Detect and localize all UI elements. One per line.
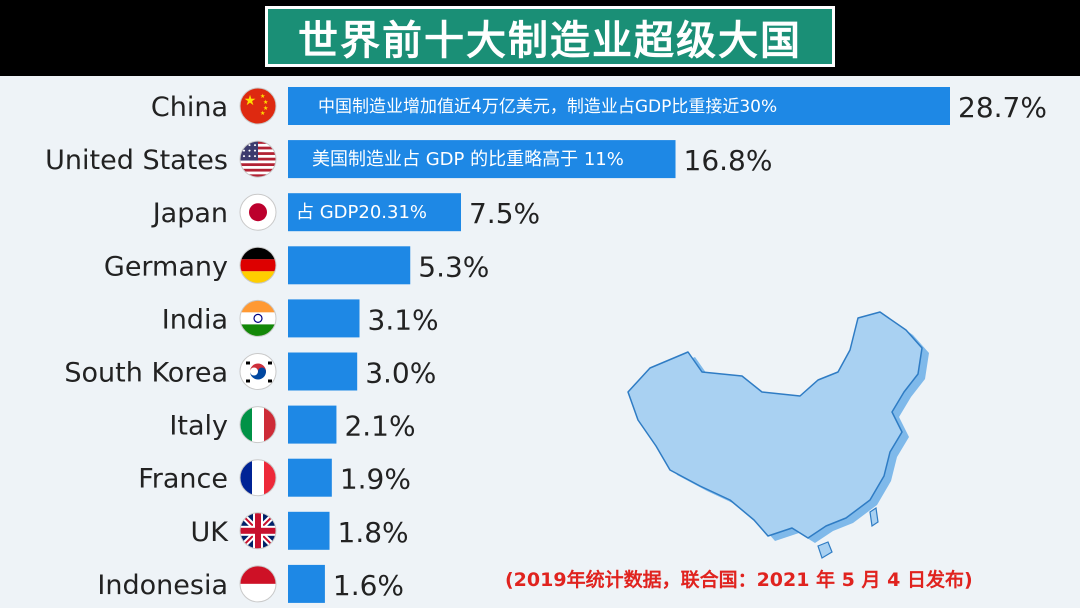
value-label: 7.5% [469, 197, 540, 230]
france-flag-icon [239, 459, 277, 497]
chart-row: India 3.1% [162, 299, 439, 338]
value-label: 16.8% [684, 144, 773, 177]
indonesia-flag-icon [239, 565, 277, 603]
usa-flag-icon [239, 140, 277, 178]
japan-flag-icon [239, 193, 277, 231]
svg-text:★: ★ [244, 93, 257, 109]
bar [288, 511, 330, 550]
bar [288, 193, 461, 232]
svg-text:★: ★ [260, 93, 265, 100]
category-label: China [151, 92, 228, 123]
category-label: France [138, 464, 228, 495]
germany-flag-icon [239, 246, 277, 284]
category-label: UK [191, 517, 230, 548]
chart-row: Indonesia 1.6% [97, 564, 404, 603]
category-label: United States [45, 145, 228, 176]
bar [288, 140, 676, 179]
bar [288, 246, 411, 285]
value-label: 2.1% [344, 410, 415, 443]
bar-annotation: 美国制造业占 GDP 的比重略高于 11% [312, 149, 624, 170]
title-bar: 世界前十大制造业超级大国 [0, 0, 1080, 76]
bar [288, 405, 337, 444]
bar [288, 299, 360, 338]
south-korea-flag-icon [239, 353, 277, 390]
value-label: 5.3% [418, 250, 489, 283]
bar-annotation: 中国制造业增加值近4万亿美元，制造业占GDP比重接近30% [318, 97, 777, 117]
category-label: India [162, 304, 228, 335]
china-flag-icon: ★ ★★★★ [239, 87, 277, 125]
italy-flag-icon [239, 406, 277, 444]
value-label: 1.8% [338, 516, 409, 549]
value-label: 3.0% [365, 357, 436, 390]
chart-row: UK 1.8% [191, 511, 409, 550]
page-title: 世界前十大制造业超级大国 [298, 17, 802, 64]
india-flag-icon [239, 299, 277, 337]
source-note: (2019年统计数据，联合国：2021 年 5 月 4 日发布) [505, 569, 973, 591]
chart-row: China ★ ★★★★ 中国制造业增加值近4万亿美元，制造业占GDP比重接近30% 2… [151, 87, 1047, 125]
value-label: 1.6% [333, 569, 404, 602]
chart-row: United States 美国制造业占 GDP 的比重略高于 11% 16.8% [45, 140, 773, 179]
value-label: 3.1% [368, 303, 439, 336]
value-label: 28.7% [958, 91, 1047, 124]
title-box: 世界前十大制造业超级大国 [265, 6, 835, 67]
svg-text:★: ★ [260, 110, 265, 117]
chart-row: Japan 占 GDP20.31% 7.5% [151, 193, 540, 232]
china-map-icon [627, 311, 929, 559]
chart-row: South Korea 3.0% [64, 352, 436, 391]
chart-row: Germany 5.3% [104, 246, 489, 285]
bar [288, 458, 332, 497]
uk-flag-icon [239, 512, 277, 550]
bar-annotation: 占 GDP20.31% [296, 202, 427, 223]
category-label: Japan [151, 198, 228, 229]
bar [288, 87, 950, 125]
svg-text:★: ★ [263, 105, 268, 112]
chart-row: France 1.9% [138, 458, 411, 497]
category-label: Indonesia [97, 570, 228, 601]
chart-row: Italy 2.1% [169, 405, 416, 444]
bar [288, 352, 358, 391]
bar [288, 564, 325, 603]
svg-text:★: ★ [263, 99, 268, 106]
category-label: Italy [169, 411, 228, 442]
value-label: 1.9% [340, 463, 411, 496]
category-label: South Korea [64, 358, 228, 389]
category-label: Germany [104, 251, 228, 282]
